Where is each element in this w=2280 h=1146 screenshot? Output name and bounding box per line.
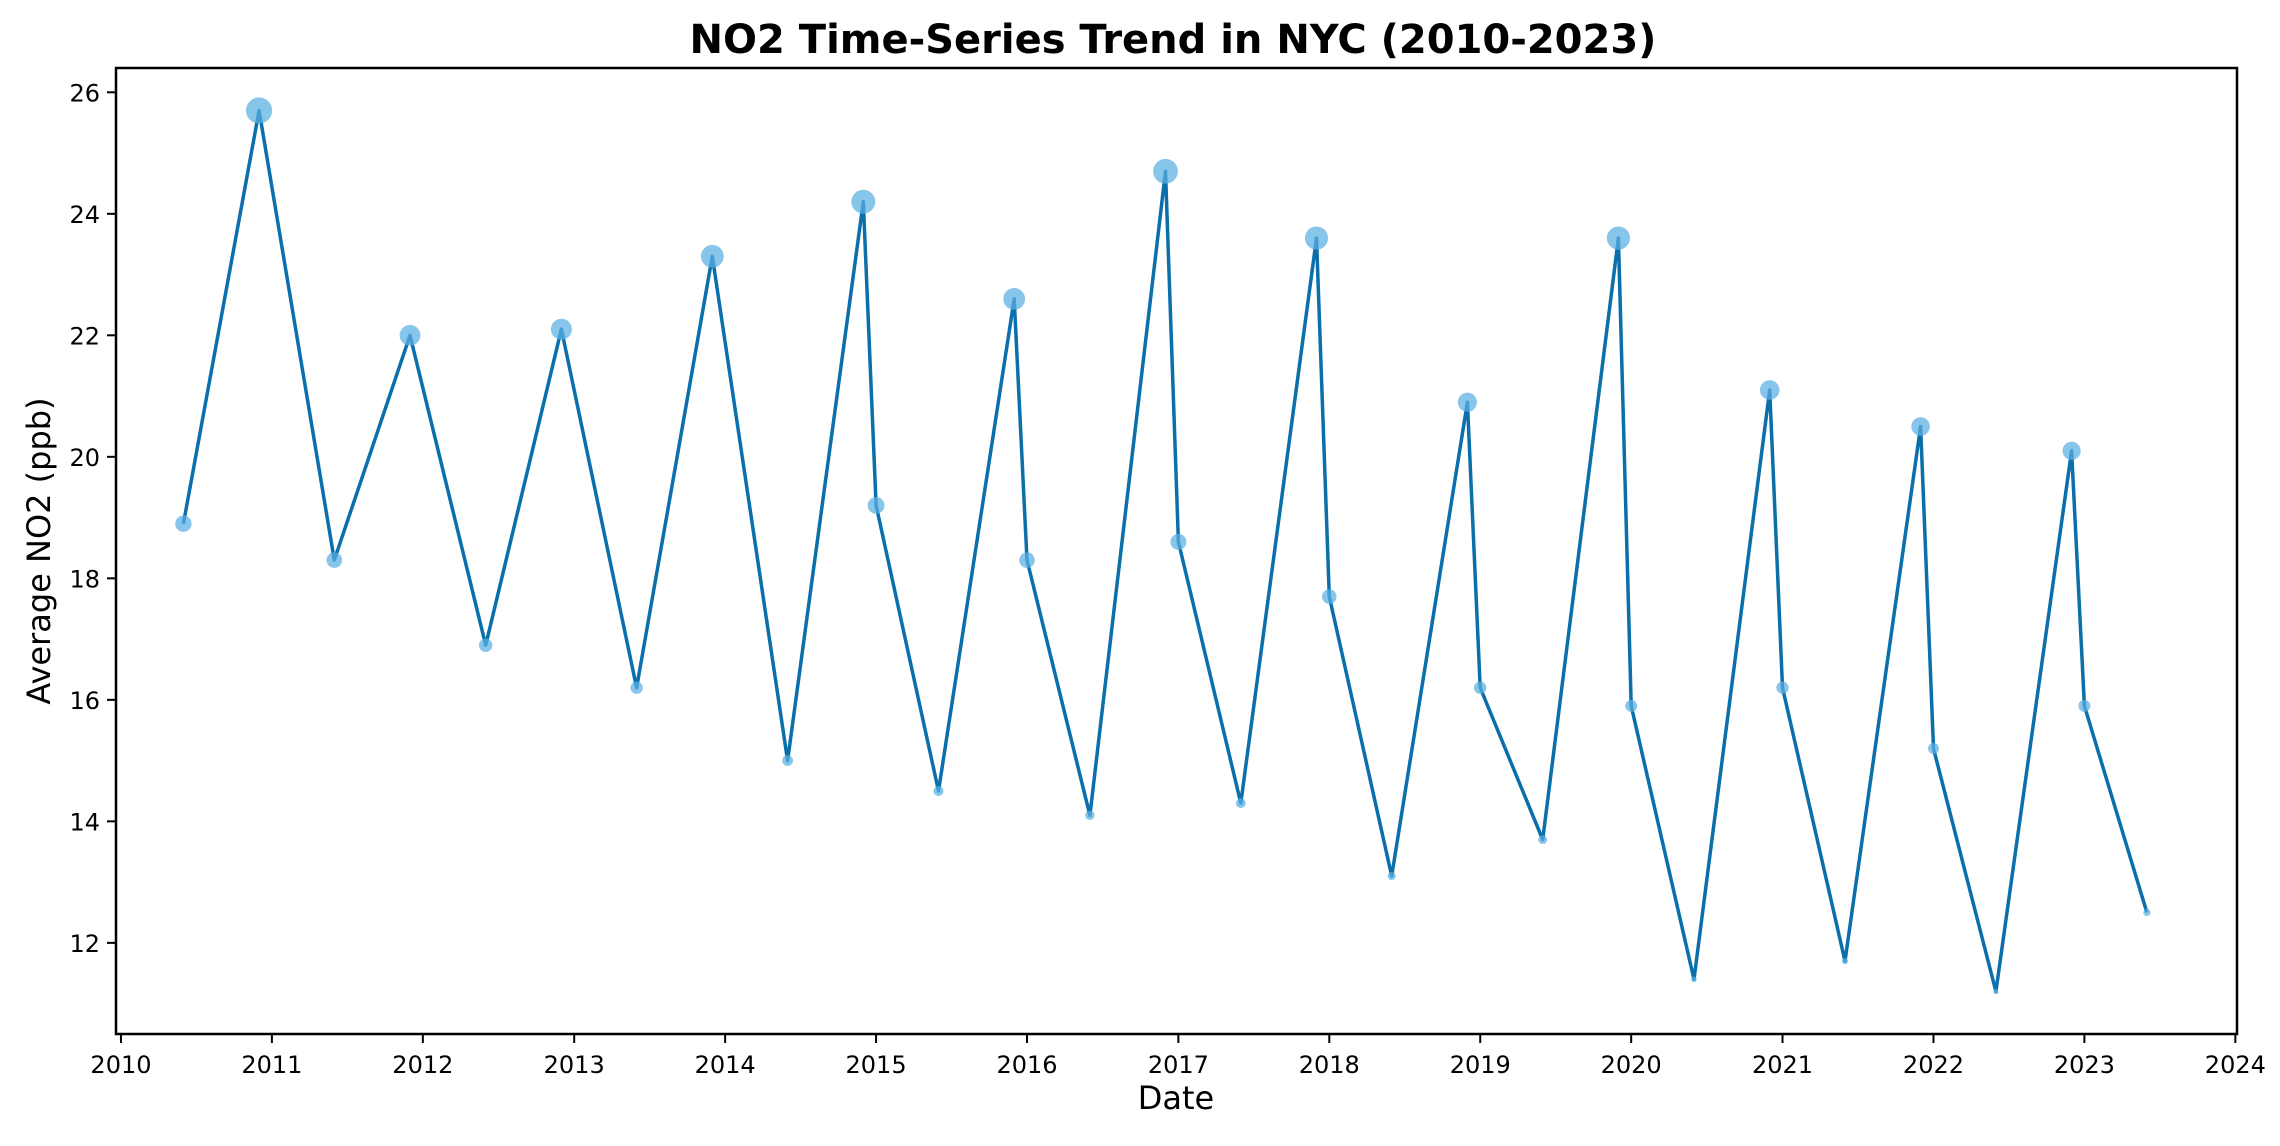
x-tick-label: 2012 (392, 1051, 453, 1079)
x-tick-label: 2016 (996, 1051, 1057, 1079)
data-point (175, 515, 192, 532)
data-point (1928, 743, 1939, 754)
x-axis: 2010 2011 2012 2013 2014 2015 2016 2017 2018 2019… (90, 1034, 2266, 1079)
y-tick-label: 26 (69, 79, 100, 107)
data-point (1170, 533, 1187, 550)
chart-title: NO2 Time-Series Trend in NYC (2010-2023) (690, 17, 1657, 63)
y-tick-label: 20 (69, 444, 100, 472)
data-point (1387, 872, 1396, 880)
y-tick-label: 18 (69, 565, 100, 593)
data-point (2078, 699, 2091, 712)
series-line (181, 108, 2149, 994)
data-point (1538, 835, 1548, 844)
data-point (2143, 908, 2151, 917)
data-point (326, 552, 343, 568)
data-point (2062, 441, 2081, 460)
x-tick-label: 2017 (1148, 1051, 1209, 1079)
data-point (1304, 226, 1329, 250)
x-tick-label: 2011 (241, 1051, 302, 1079)
data-point (1842, 958, 1848, 965)
y-axis-label: Average NO2 (ppb) (20, 397, 58, 704)
x-tick-label: 2014 (695, 1051, 756, 1079)
x-tick-label: 2015 (846, 1051, 907, 1079)
data-point (867, 497, 885, 514)
x-tick-label: 2024 (2205, 1051, 2266, 1079)
y-tick-label: 16 (69, 687, 100, 715)
data-point (851, 189, 876, 214)
y-tick-label: 12 (69, 930, 100, 958)
x-tick-label: 2023 (2054, 1051, 2115, 1079)
data-point (1759, 380, 1780, 400)
x-tick-label: 2022 (1903, 1051, 1964, 1079)
data-point (1625, 699, 1638, 712)
data-point (700, 244, 724, 268)
y-tick-label: 24 (69, 201, 100, 229)
data-point (1474, 681, 1487, 694)
data-point (1235, 798, 1246, 808)
x-tick-label: 2018 (1299, 1051, 1360, 1079)
data-point (1993, 988, 1999, 995)
data-point (1606, 226, 1630, 250)
x-tick-label: 2013 (544, 1051, 605, 1079)
data-point (1019, 552, 1035, 568)
x-tick-label: 2019 (1450, 1051, 1511, 1079)
x-tick-label: 2021 (1752, 1051, 1813, 1079)
data-point (933, 786, 944, 796)
y-tick-label: 14 (69, 808, 100, 836)
x-tick-label: 2020 (1601, 1051, 1662, 1079)
series-line-layer (181, 108, 2149, 994)
y-tick-label: 22 (69, 322, 100, 350)
series-marker-layer (175, 97, 2151, 995)
plot-area-frame (114, 66, 2239, 1036)
data-point (479, 638, 493, 652)
data-point (550, 318, 572, 340)
data-point (246, 97, 273, 124)
y-axis: 12 14 16 18 20 22 24 26 (69, 79, 116, 958)
data-point (1003, 288, 1026, 310)
data-point (1691, 976, 1697, 983)
data-point (1911, 417, 1930, 436)
data-point (782, 755, 793, 766)
data-point (1085, 810, 1095, 820)
data-point (1776, 681, 1789, 694)
data-point (1457, 392, 1477, 412)
data-point (630, 681, 643, 694)
x-tick-label: 2010 (90, 1051, 151, 1079)
data-point (399, 324, 421, 346)
data-point (1153, 158, 1178, 184)
x-axis-label: Date (1138, 1079, 1214, 1117)
data-point (1322, 589, 1337, 604)
